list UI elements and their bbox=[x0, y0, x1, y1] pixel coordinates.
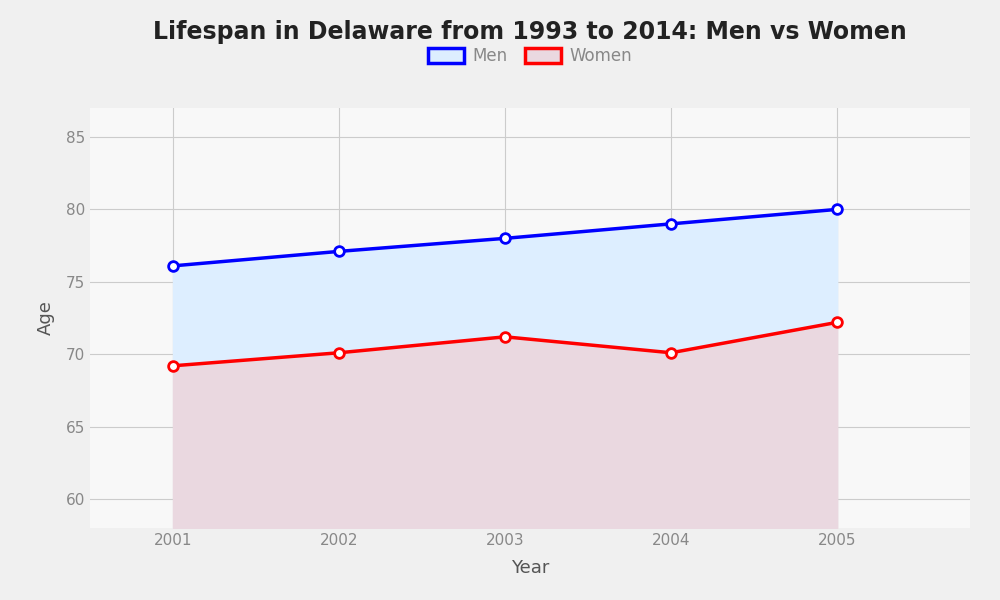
Legend: Men, Women: Men, Women bbox=[421, 41, 639, 72]
Y-axis label: Age: Age bbox=[37, 301, 55, 335]
X-axis label: Year: Year bbox=[511, 559, 549, 577]
Title: Lifespan in Delaware from 1993 to 2014: Men vs Women: Lifespan in Delaware from 1993 to 2014: … bbox=[153, 20, 907, 44]
